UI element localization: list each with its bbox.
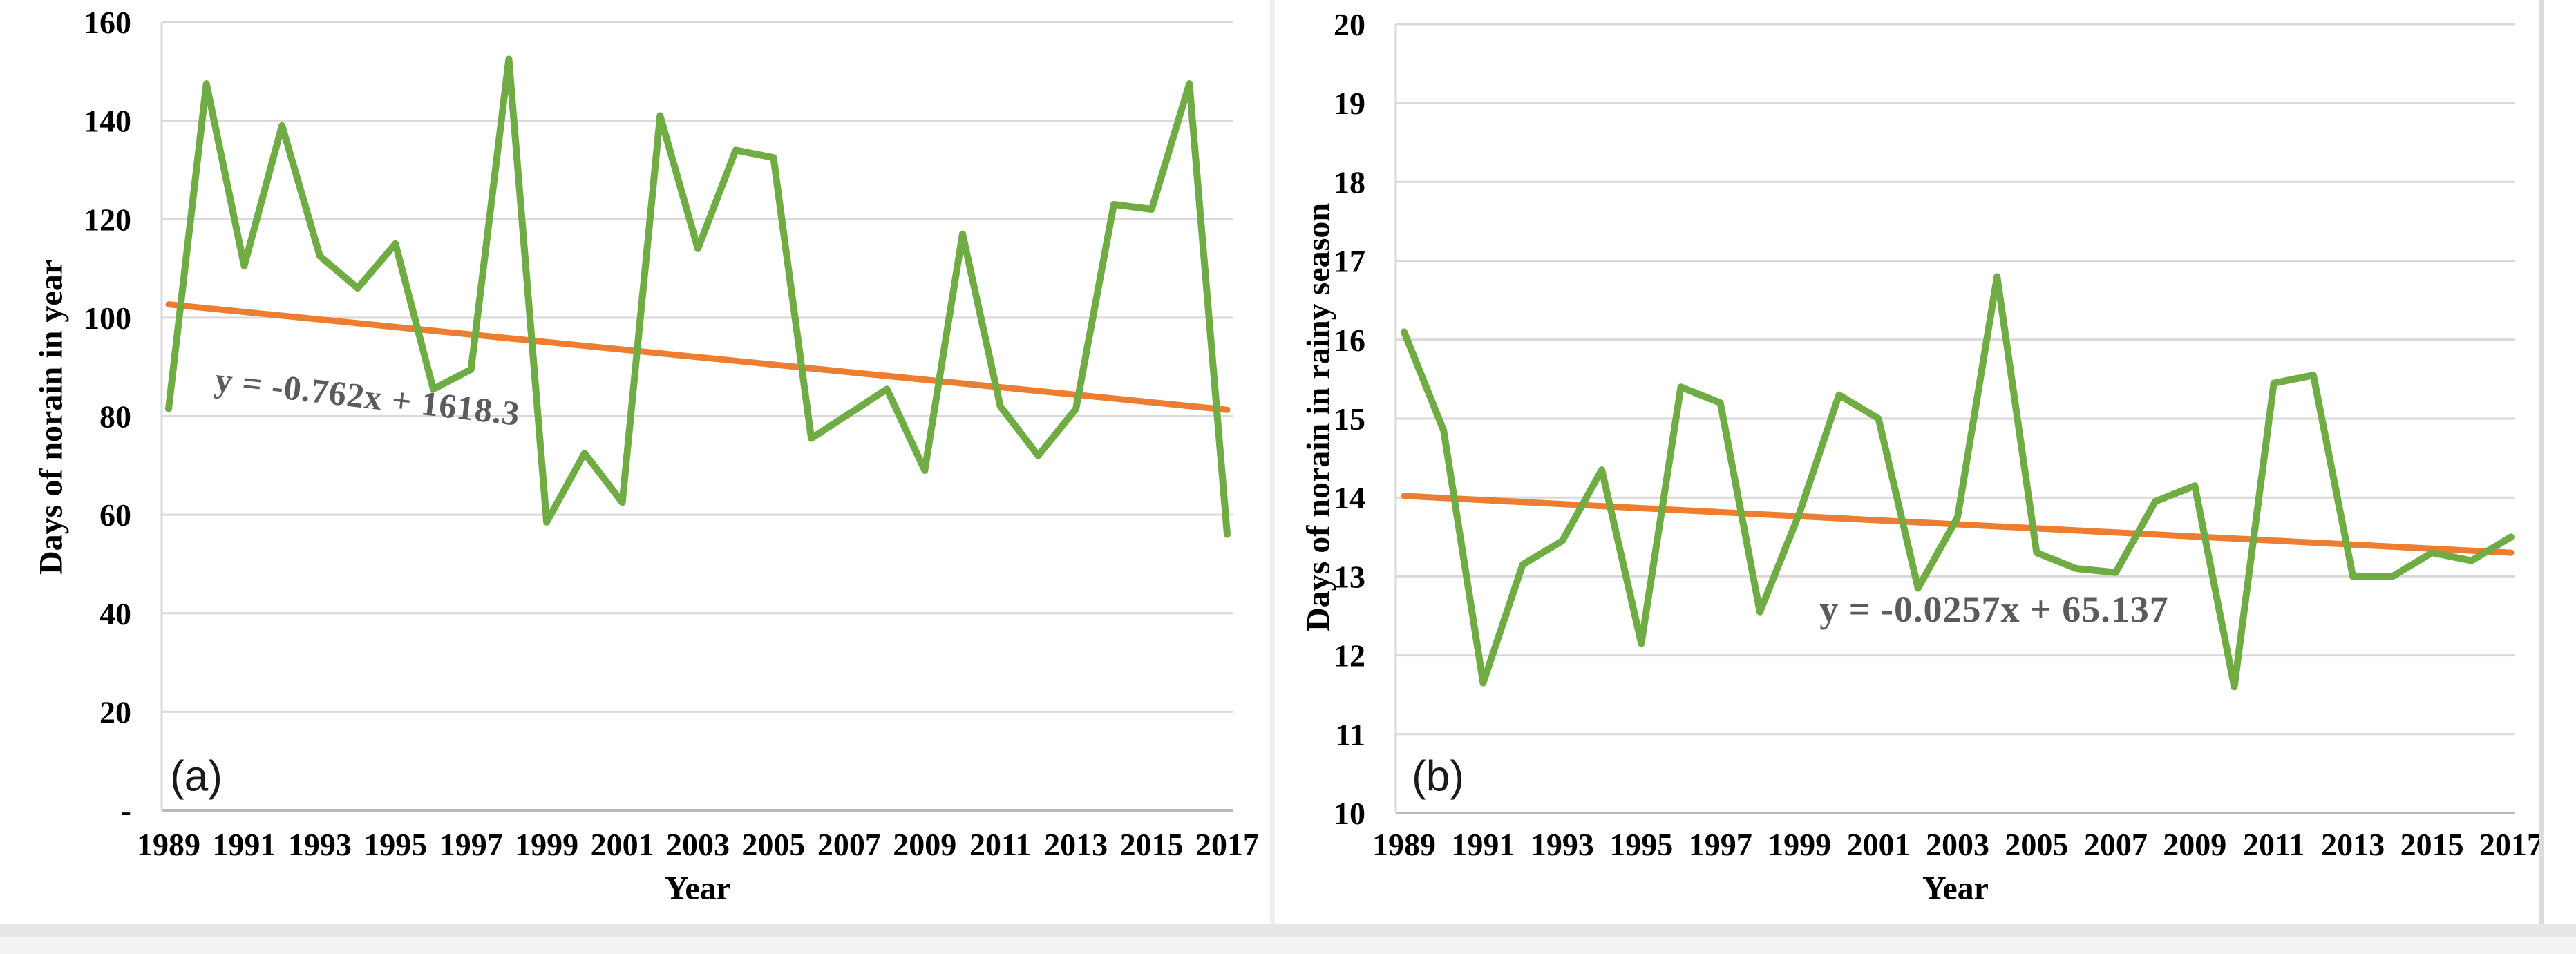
x-tick-label: 1999: [515, 827, 578, 862]
data-series-line: [1401, 273, 2515, 691]
page-right-border: [2539, 0, 2544, 954]
y-tick-label: -: [121, 793, 131, 828]
y-tick-label: 20: [100, 694, 131, 729]
y-axis-title-a: Days of norain in year: [32, 260, 70, 575]
x-tick-label: 2001: [1847, 827, 1911, 862]
x-tick-label: 2015: [1120, 827, 1184, 862]
y-tick-label: 20: [1334, 7, 1365, 42]
x-tick-label: 1991: [212, 827, 276, 862]
y-tick-label: 11: [1336, 717, 1365, 752]
x-tick-label: 2003: [666, 827, 730, 862]
x-tick-label: 1995: [1609, 827, 1673, 862]
x-tick-label: 2011: [2243, 827, 2304, 862]
y-tick-label: 14: [1334, 480, 1365, 515]
trendline-equation-b: y = -0.0257x + 65.137: [1819, 589, 2169, 630]
panel-divider: [1270, 0, 1275, 954]
y-tick-label: 18: [1334, 164, 1365, 200]
x-tick-label: 2001: [591, 827, 654, 862]
x-tick-label: 2005: [741, 827, 805, 862]
bottom-strip-light: [0, 937, 2576, 954]
y-tick-label: 17: [1334, 244, 1365, 279]
y-tick-label: 60: [100, 497, 131, 533]
chart-a-plot: 160 140 120 100 80 60 40 20 -1989 1991 1993 1995 199…: [84, 5, 1259, 862]
y-tick-label: 140: [84, 104, 131, 139]
x-tick-label: 2011: [969, 827, 1031, 862]
x-tick-label: 1993: [1531, 827, 1594, 862]
y-tick-label: 12: [1334, 638, 1365, 674]
chart-panel-b: 20 19 18 17 16 15 14 13 12 11 10 1989 1991 1993 1995 19…: [1275, 0, 2576, 954]
x-tick-label: 1989: [1372, 827, 1436, 862]
trendline: [165, 301, 1231, 413]
y-tick-label: 80: [100, 399, 131, 435]
y-tick-label: 10: [1334, 796, 1365, 831]
chart-panel-a: 160 140 120 100 80 60 40 20 -1989 1991 1993 1995 199…: [0, 0, 1270, 954]
x-tick-label: 2017: [2479, 827, 2543, 862]
y-tick-label: 15: [1334, 401, 1365, 437]
panel-label-a: (a): [170, 752, 222, 801]
y-axis-title-b: Days of norain in rainy season: [1300, 202, 1337, 632]
x-tick-label: 1999: [1768, 827, 1831, 862]
x-axis-title-a: Year: [665, 870, 731, 907]
panel-label-b: (b): [1412, 752, 1464, 801]
x-tick-label: 2007: [817, 827, 881, 862]
y-tick-label: 16: [1334, 323, 1365, 358]
x-tick-label: 1993: [288, 827, 352, 862]
x-tick-label: 2013: [1044, 827, 1108, 862]
y-tick-label: 13: [1334, 559, 1365, 594]
x-tick-label: 2003: [1926, 827, 1989, 862]
x-tick-label: 2009: [2163, 827, 2226, 862]
x-tick-label: 1989: [137, 827, 200, 862]
x-tick-label: 2015: [2400, 827, 2464, 862]
x-tick-label: 2007: [2084, 827, 2148, 862]
x-tick-label: 2009: [893, 827, 956, 862]
data-series-line: [165, 55, 1231, 538]
x-tick-label: 2005: [2005, 827, 2068, 862]
x-tick-label: 1991: [1451, 827, 1515, 862]
x-tick-label: 1995: [363, 827, 427, 862]
x-tick-label: 1997: [439, 827, 503, 862]
x-tick-label: 1997: [1689, 827, 1752, 862]
x-tick-label: 2013: [2321, 827, 2385, 862]
bottom-strip-dark: [0, 924, 2576, 937]
y-tick-label: 19: [1334, 86, 1365, 121]
y-tick-label: 40: [100, 596, 131, 631]
y-tick-label: 160: [84, 5, 131, 40]
x-tick-label: 2017: [1195, 827, 1259, 862]
y-tick-label: 120: [84, 202, 131, 237]
x-axis-title-b: Year: [1922, 870, 1989, 907]
y-tick-label: 100: [84, 300, 131, 336]
